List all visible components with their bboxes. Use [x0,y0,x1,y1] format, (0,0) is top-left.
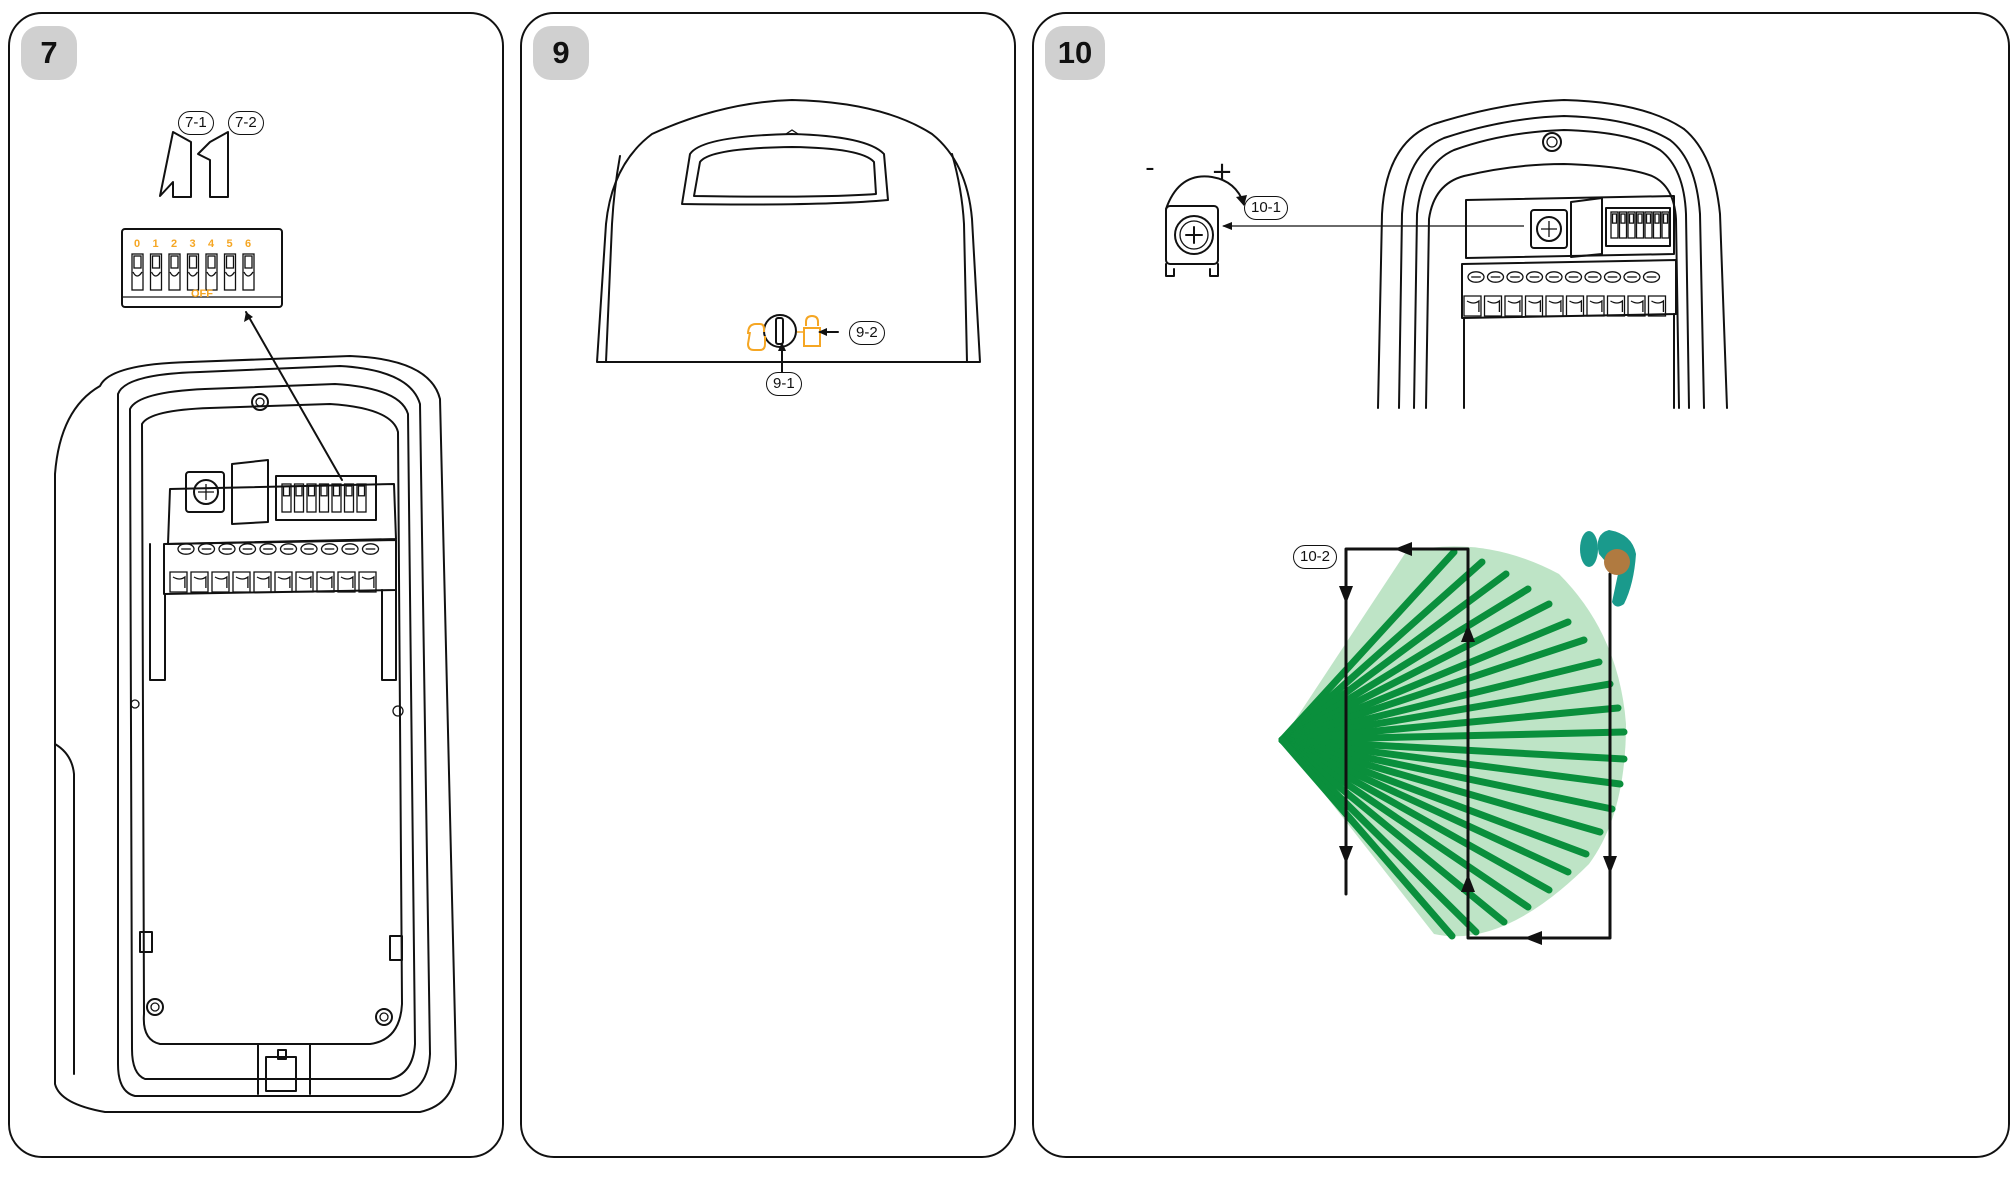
panel-9: 9 9-1 9-2 [520,12,1016,1158]
dip-number-label: 4 [208,238,215,250]
adjustment-and-coverage-illustration: - + [1145,99,1728,945]
dip-number-label: 1 [152,238,158,250]
detector-cover [596,99,981,363]
increase-sign: + [1211,157,1233,187]
step-number-badge: 9 [533,26,589,80]
step-number-badge: 10 [1045,26,1105,80]
callout-9-1: 9-1 [766,372,802,396]
dip-number-label: 5 [226,238,232,250]
detector-housing-top [1377,99,1728,409]
detector-housing [54,355,457,1113]
callout-9-2: 9-2 [849,321,885,345]
dip-number-label: 6 [245,238,251,250]
callout-7-1: 7-1 [178,111,214,135]
walking-person-figure [1580,530,1636,607]
dip-number-label: 0 [134,238,140,250]
callout-10-2: 10-2 [1293,545,1338,569]
jumper-switch-icons [159,131,229,198]
lock-unlock-selector [746,314,821,351]
callout-7-2: 7-2 [228,111,264,135]
panel-10: 10 - + [1032,12,2010,1158]
sensitivity-potentiometer: - + [1145,153,1247,277]
walk-test-path [1339,542,1617,945]
dip-number-label: 2 [171,238,177,250]
detection-coverage-zone [1278,546,1628,940]
dip-number-label: 3 [189,238,195,250]
callout-10-1: 10-1 [1244,196,1289,220]
dip-off-label: OFF [191,288,213,300]
decrease-sign: - [1145,153,1154,183]
detector-cover-illustration [596,99,981,374]
step-number-badge: 7 [21,26,77,80]
